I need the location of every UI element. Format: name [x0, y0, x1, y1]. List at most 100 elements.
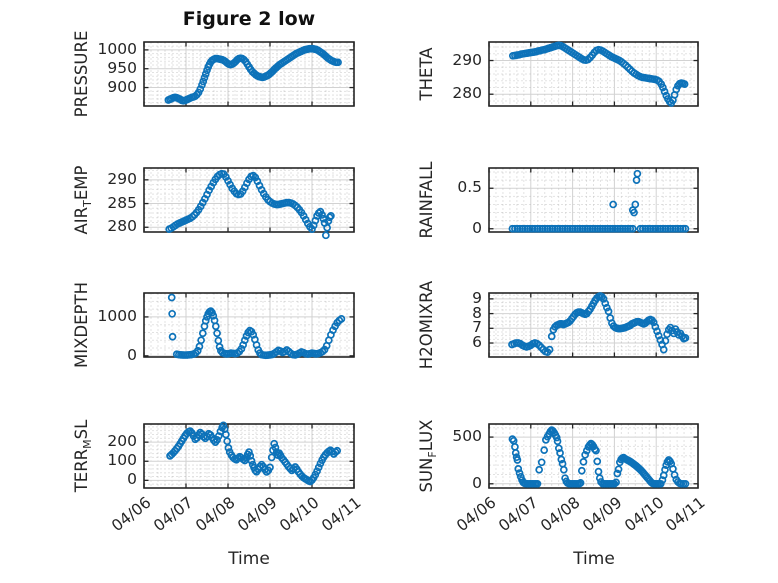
data-point: [671, 224, 680, 233]
x-tick-label: 04/11: [318, 493, 365, 536]
y-tick-label-air-temp: 290: [107, 169, 137, 188]
data-point: [568, 224, 577, 233]
data-point: [543, 224, 552, 233]
data-point: [643, 224, 652, 233]
x-tick-label: 04/08: [537, 493, 584, 536]
data-point: [576, 479, 585, 487]
data-point: [247, 457, 256, 465]
data-point: [623, 224, 632, 233]
data-point: [222, 430, 230, 439]
data-point: [613, 469, 622, 478]
data-point: [581, 224, 589, 233]
data-point: [616, 224, 625, 233]
data-point: [586, 224, 595, 233]
data-point: [325, 213, 334, 222]
data-point: [563, 224, 572, 233]
data-point: [545, 345, 554, 354]
data-point: [633, 169, 642, 178]
y-axis-label-segment: LUX: [416, 419, 436, 452]
data-point: [653, 327, 661, 336]
data-point: [266, 463, 274, 472]
y-axis-label-terr-msl: TERRMSL: [71, 419, 94, 493]
y-tick-label-theta: 280: [452, 84, 482, 103]
data-point: [219, 421, 228, 430]
y-tick-label-pressure: 900: [107, 77, 137, 96]
data-point: [593, 224, 602, 233]
data-point: [613, 224, 622, 233]
data-point: [598, 224, 607, 233]
data-point: [224, 444, 233, 452]
data-point: [215, 343, 224, 351]
data-point: [571, 224, 579, 233]
data-point: [334, 58, 342, 67]
data-point: [548, 224, 557, 233]
data-point: [168, 332, 177, 341]
y-tick-label-rainfall: 0.5: [457, 178, 482, 197]
figure-title: Figure 2 low: [182, 8, 316, 30]
data-point: [593, 457, 602, 466]
data-point: [588, 224, 597, 233]
y-axis-label-segment: PRESSURE: [71, 30, 91, 118]
data-point: [515, 469, 524, 477]
y-axis-label-segment: MIXDEPTH: [71, 282, 91, 368]
data-point: [546, 224, 554, 233]
y-axis-label-segment: H2OMIXRA: [416, 280, 436, 370]
data-point: [566, 224, 574, 233]
data-point: [551, 224, 559, 233]
data-point: [578, 224, 587, 233]
x-tick-label: 04/11: [662, 493, 709, 536]
data-point: [541, 224, 549, 233]
data-point: [337, 315, 346, 323]
data-point: [508, 224, 517, 233]
y-tick-label-pressure: 1000: [97, 39, 137, 58]
data-point: [658, 476, 667, 484]
data-point: [533, 224, 542, 233]
data-point: [582, 446, 591, 455]
data-point: [618, 224, 627, 233]
data-point: [526, 224, 534, 233]
y-axis-label-segment: THETA: [416, 47, 436, 101]
data-point: [641, 224, 650, 233]
data-point: [240, 336, 249, 345]
data-point: [193, 346, 202, 355]
data-point: [614, 465, 623, 474]
y-axis-label-segment: SL: [71, 419, 91, 440]
data-point: [669, 224, 677, 233]
data-point: [626, 224, 635, 233]
data-point: [213, 436, 221, 444]
y-axis-label-rainfall: RAINFALL: [417, 162, 436, 239]
x-axis-label-left: Time: [228, 549, 270, 569]
y-tick-label-mixdepth: 0: [127, 345, 137, 364]
data-point: [318, 211, 326, 219]
x-tick-label: 04/07: [150, 493, 197, 536]
y-axis-label-segment: M: [80, 439, 94, 449]
subplot-theta: [488, 41, 699, 107]
data-point: [659, 83, 667, 92]
data-point: [533, 479, 542, 488]
data-point: [314, 463, 323, 472]
data-point: [659, 345, 668, 354]
y-tick-label-air-temp: 280: [107, 217, 137, 236]
data-point: [630, 208, 638, 217]
data-point: [511, 443, 519, 451]
subplot-mixdepth: [143, 292, 355, 360]
y-tick-label-h2omixra: 9: [472, 288, 482, 307]
data-point: [168, 309, 176, 318]
data-point: [676, 224, 685, 233]
x-tick-label: 04/09: [578, 493, 626, 536]
data-point: [661, 224, 670, 233]
data-point: [558, 224, 567, 233]
data-point: [603, 303, 611, 312]
subplot-sun-flux: [488, 423, 699, 489]
data-point: [573, 224, 582, 233]
y-axis-label-segment: SUN: [416, 457, 436, 493]
data-point: [200, 73, 209, 82]
data-point: [557, 455, 566, 464]
data-point: [654, 331, 663, 340]
data-point: [636, 224, 645, 233]
data-point: [556, 224, 564, 233]
data-point: [199, 77, 208, 86]
data-point: [523, 224, 532, 233]
y-axis-label-segment: TERR: [71, 448, 91, 493]
data-point: [646, 224, 655, 233]
